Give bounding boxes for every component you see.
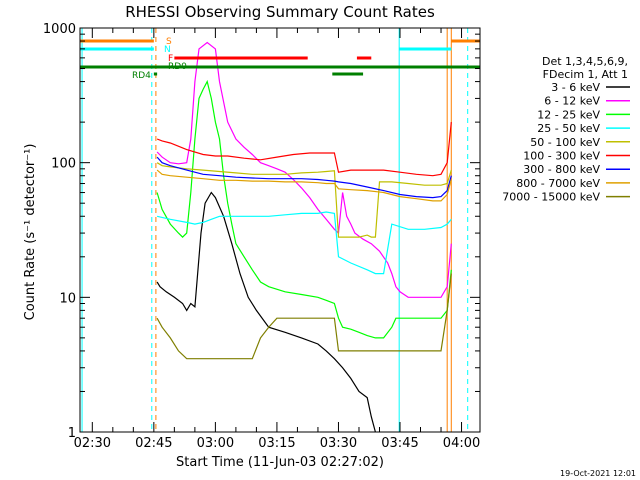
y-axis-label: Count Rate (s⁻¹ detector⁻¹) <box>23 144 38 321</box>
legend-label: 100 - 300 keV <box>523 150 600 163</box>
series-line <box>156 79 452 339</box>
x-tick-label: 03:15 <box>258 436 295 451</box>
series-line <box>156 41 452 298</box>
x-tick-label: 03:00 <box>197 436 234 451</box>
legend-label: 25 - 50 keV <box>537 122 600 135</box>
legend-label: 300 - 800 keV <box>523 163 600 176</box>
series-line <box>156 273 452 360</box>
y-tick-label: 10 <box>59 291 76 306</box>
flag-label: S <box>166 37 172 47</box>
x-tick-label: 04:00 <box>443 436 480 451</box>
series-line <box>156 162 452 238</box>
flag-label: N <box>164 45 171 55</box>
legend-label: 12 - 25 keV <box>537 108 600 121</box>
legend-label: 7000 - 15000 keV <box>502 191 600 204</box>
legend-label: 6 - 12 keV <box>544 95 600 108</box>
flag-label: F <box>168 54 173 64</box>
x-tick-label: 02:45 <box>135 436 172 451</box>
series-line <box>156 122 452 177</box>
series-line <box>156 211 452 275</box>
legend-label: 3 - 6 keV <box>551 81 600 94</box>
legend-header: Det 1,3,4,5,6,9, <box>542 55 628 68</box>
series-line <box>156 191 376 433</box>
flag-label: RD4 <box>132 71 151 81</box>
legend-label: 800 - 7000 keV <box>516 177 600 190</box>
vertical-markers <box>81 28 469 432</box>
series-line <box>156 156 452 199</box>
footer-date: 19-Oct-2021 12:01 <box>560 469 636 478</box>
x-tick-label: 03:30 <box>320 436 357 451</box>
axes: 1 10 100 1000 02:30 02:45 03:00 03:15 03:30 03:45… <box>43 22 481 451</box>
x-tick-label: 02:30 <box>74 436 111 451</box>
y-tick-label: 100 <box>51 157 76 172</box>
flag-label: RD0 <box>168 62 187 72</box>
legend-label: 50 - 100 keV <box>530 136 600 149</box>
x-tick-label: 03:45 <box>381 436 418 451</box>
plot-frame <box>79 27 481 433</box>
series-lines <box>156 41 452 433</box>
y-tick-label: 1 <box>68 426 76 441</box>
legend: Det 1,3,4,5,6,9,FDecim 1, Att 13 - 6 keV… <box>502 55 630 204</box>
chart-title: RHESSI Observing Summary Count Rates <box>125 3 435 21</box>
x-axis-label: Start Time (11-Jun-03 02:27:02) <box>176 455 384 470</box>
series-line <box>156 169 452 202</box>
y-tick-label: 1000 <box>43 22 76 37</box>
legend-header: FDecim 1, Att 1 <box>543 68 628 81</box>
